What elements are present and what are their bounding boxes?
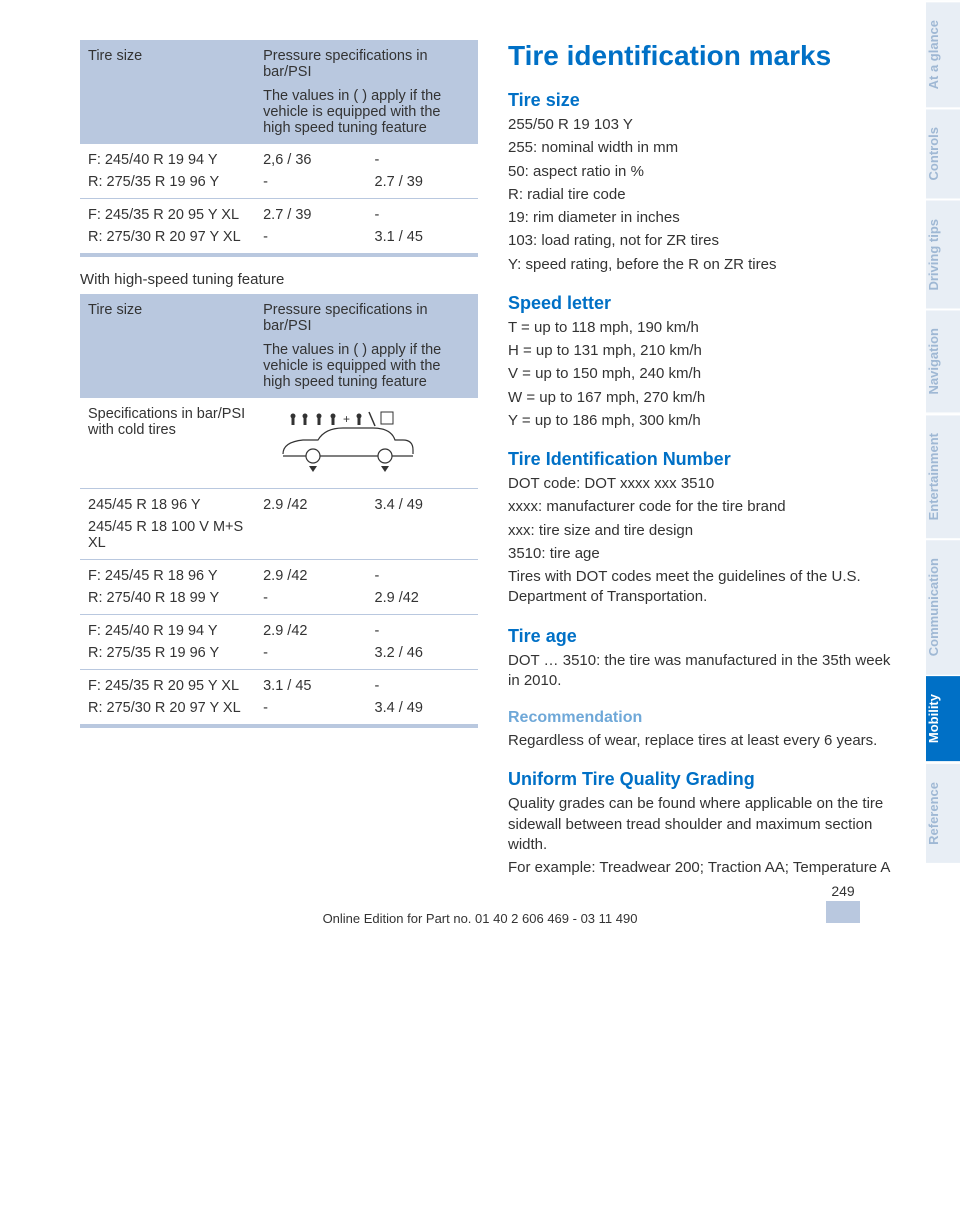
tire-size: R: 275/35 R 19 96 Y: [88, 174, 247, 190]
heading-tin: Tire Identification Number: [508, 449, 906, 470]
heading-tire-id-marks: Tire identification marks: [508, 40, 906, 72]
tire-size: 245/45 R 18 96 Y: [88, 497, 247, 513]
pressure-val: 3.4 / 49: [375, 700, 470, 716]
pressure-val: -: [263, 229, 358, 245]
section-tab[interactable]: Reference: [926, 762, 960, 863]
pressure-val: 3.1 / 45: [375, 229, 470, 245]
section-tab[interactable]: At a glance: [926, 0, 960, 107]
body-text: Y = up to 186 mph, 300 km/h: [508, 411, 906, 431]
body-text: Y: speed rating, before the R on ZR tire…: [508, 255, 906, 275]
body-text: Quality grades can be found where applic…: [508, 794, 906, 855]
th-tire-size: Tire size: [88, 48, 142, 64]
table-row: F: 245/35 R 20 95 Y XL R: 275/30 R 20 97 …: [80, 199, 478, 256]
body-text: 255/50 R 19 103 Y: [508, 115, 906, 135]
pressure-val: 3.4 / 49: [375, 497, 470, 513]
pressure-val: -: [263, 645, 358, 661]
pressure-val: -: [375, 568, 470, 584]
body-text: 19: rim diameter in inches: [508, 208, 906, 228]
tire-size: F: 245/40 R 19 94 Y: [88, 623, 247, 639]
caption-highspeed: With high-speed tuning feature: [80, 271, 478, 288]
heading-utqg: Uniform Tire Quality Grading: [508, 769, 906, 790]
body-text: 103: load rating, not for ZR tires: [508, 231, 906, 251]
section-tabs: At a glanceControlsDriving tipsNavigatio…: [926, 0, 960, 901]
pressure-val: 2.9 /42: [263, 623, 358, 639]
body-text: For example: Treadwear 200; Traction AA;…: [508, 858, 906, 878]
tire-size: R: 275/30 R 20 97 Y XL: [88, 229, 247, 245]
car-load-icon: +: [263, 406, 423, 476]
section-tab[interactable]: Mobility: [926, 674, 960, 761]
pressure-table-1: Tire size Pressure specifications in bar…: [80, 40, 478, 257]
th-tire-size: Tire size: [88, 302, 142, 318]
section-tab[interactable]: Entertainment: [926, 413, 960, 538]
table-row: F: 245/40 R 19 94 Y R: 275/35 R 19 96 Y 2.…: [80, 615, 478, 670]
table-row: F: 245/40 R 19 94 Y R: 275/35 R 19 96 Y 2,…: [80, 144, 478, 199]
pressure-val: 2,6 / 36: [263, 152, 358, 168]
tire-size: R: 275/35 R 19 96 Y: [88, 645, 247, 661]
body-text: DOT … 3510: the tire was manufactured in…: [508, 651, 906, 692]
page-number: 249: [826, 883, 860, 899]
body-text: xxx: tire size and tire design: [508, 521, 906, 541]
tire-size: F: 245/40 R 19 94 Y: [88, 152, 247, 168]
pressure-val: 2.7 / 39: [375, 174, 470, 190]
footer-line: Online Edition for Part no. 01 40 2 606 …: [323, 911, 638, 926]
svg-text:+: +: [343, 412, 350, 426]
tire-size: 245/45 R 18 100 V M+S XL: [88, 519, 247, 551]
section-tab[interactable]: Controls: [926, 107, 960, 198]
tire-size: R: 275/30 R 20 97 Y XL: [88, 700, 247, 716]
body-text: 3510: tire age: [508, 544, 906, 564]
pressure-val: 3.1 / 45: [263, 678, 358, 694]
pressure-val: 2.9 /42: [263, 497, 358, 513]
pressure-table-2: Tire size Pressure specifications in bar…: [80, 294, 478, 728]
body-text: T = up to 118 mph, 190 km/h: [508, 318, 906, 338]
heading-recommendation: Recommendation: [508, 709, 906, 727]
page-number-box: 249: [826, 883, 860, 923]
tire-size: F: 245/45 R 18 96 Y: [88, 568, 247, 584]
body-text: W = up to 167 mph, 270 km/h: [508, 388, 906, 408]
pressure-val: -: [263, 174, 358, 190]
heading-tire-size: Tire size: [508, 90, 906, 111]
body-text: 50: aspect ratio in %: [508, 162, 906, 182]
body-text: xxxx: manufacturer code for the tire bra…: [508, 497, 906, 517]
pressure-val: -: [375, 678, 470, 694]
pressure-val: 3.2 / 46: [375, 645, 470, 661]
th-pressure: Pressure specifications in bar/PSI: [263, 302, 470, 334]
heading-speed-letter: Speed letter: [508, 293, 906, 314]
spec-row: Specifications in bar/PSI with cold tire…: [80, 398, 478, 489]
pressure-val: -: [375, 623, 470, 639]
pressure-val: -: [263, 590, 358, 606]
pressure-val: -: [263, 700, 358, 716]
body-text: Tires with DOT codes meet the guidelines…: [508, 567, 906, 608]
th-note: The values in ( ) apply if the vehicle i…: [263, 88, 470, 136]
body-text: 255: nominal width in mm: [508, 138, 906, 158]
pressure-val: -: [375, 207, 470, 223]
body-text: V = up to 150 mph, 240 km/h: [508, 364, 906, 384]
table-row: F: 245/45 R 18 96 Y R: 275/40 R 18 99 Y 2.…: [80, 560, 478, 615]
section-tab[interactable]: Navigation: [926, 308, 960, 412]
body-text: H = up to 131 mph, 210 km/h: [508, 341, 906, 361]
table-row: 245/45 R 18 96 Y 245/45 R 18 100 V M+S XL…: [80, 489, 478, 560]
section-tab[interactable]: Communication: [926, 538, 960, 674]
pressure-val: 2.9 /42: [263, 568, 358, 584]
body-text: R: radial tire code: [508, 185, 906, 205]
th-note: The values in ( ) apply if the vehicle i…: [263, 342, 470, 390]
tire-size: R: 275/40 R 18 99 Y: [88, 590, 247, 606]
spec-label: Specifications in bar/PSI with cold tire…: [88, 406, 245, 438]
heading-tire-age: Tire age: [508, 626, 906, 647]
pressure-val: 2.9 /42: [375, 590, 470, 606]
pressure-val: 2.7 / 39: [263, 207, 358, 223]
body-text: Regardless of wear, replace tires at lea…: [508, 731, 906, 751]
tire-size: F: 245/35 R 20 95 Y XL: [88, 678, 247, 694]
table-row: F: 245/35 R 20 95 Y XL R: 275/30 R 20 97 …: [80, 670, 478, 727]
th-pressure: Pressure specifications in bar/PSI: [263, 48, 470, 80]
tire-size: F: 245/35 R 20 95 Y XL: [88, 207, 247, 223]
pressure-val: -: [375, 152, 470, 168]
body-text: DOT code: DOT xxxx xxx 3510: [508, 474, 906, 494]
section-tab[interactable]: Driving tips: [926, 199, 960, 309]
